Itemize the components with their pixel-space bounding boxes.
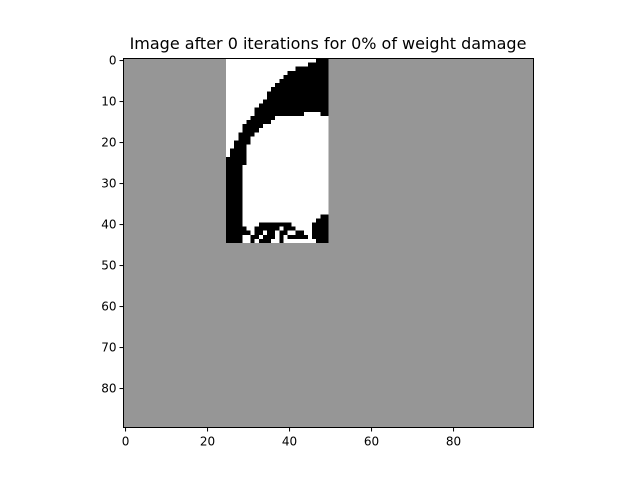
y-tick-label: 60: [101, 300, 116, 314]
visible-image-patch: [226, 59, 329, 244]
black-pixel-run: [267, 91, 329, 95]
black-pixel-run: [226, 210, 242, 214]
black-pixel-run: [226, 161, 247, 165]
black-pixel-run: [226, 214, 242, 218]
black-pixel-run: [267, 95, 329, 99]
black-pixel-run: [226, 202, 242, 206]
black-pixel-run: [316, 218, 328, 222]
black-pixel-run: [230, 153, 246, 157]
black-pixel-run: [288, 235, 309, 239]
black-pixel-run: [267, 231, 275, 235]
black-pixel-run: [242, 124, 263, 128]
black-pixel-run: [320, 112, 328, 116]
black-pixel-run: [251, 239, 255, 243]
black-pixel-run: [320, 214, 328, 218]
black-pixel-run: [308, 63, 329, 67]
black-pixel-run: [312, 223, 328, 227]
y-tick-label: 20: [101, 136, 116, 150]
y-tick-label: 0: [109, 54, 117, 68]
y-tick-label: 80: [101, 382, 116, 396]
black-pixel-run: [226, 157, 247, 161]
y-tick-label: 70: [101, 341, 116, 355]
black-pixel-run: [242, 128, 258, 132]
black-pixel-run: [238, 136, 250, 140]
black-pixel-run: [226, 218, 242, 222]
black-pixel-run: [316, 59, 328, 63]
black-pixel-run: [279, 79, 328, 83]
black-pixel-run: [259, 223, 292, 227]
black-pixel-run: [288, 71, 329, 75]
chart-title: Image after 0 iterations for 0% of weigh…: [130, 34, 527, 53]
black-pixel-run: [316, 239, 328, 243]
black-pixel-run: [259, 104, 329, 108]
y-tick-label: 50: [101, 259, 116, 273]
black-pixel-run: [247, 120, 272, 124]
plot-area: [124, 59, 534, 428]
black-pixel-run: [251, 235, 259, 239]
black-pixel-run: [312, 235, 328, 239]
black-pixel-run: [312, 231, 328, 235]
black-pixel-run: [255, 231, 263, 235]
black-pixel-run: [255, 108, 329, 112]
black-pixel-run: [238, 132, 254, 136]
black-pixel-run: [312, 227, 328, 231]
black-pixel-run: [226, 231, 251, 235]
black-pixel-run: [226, 206, 242, 210]
black-pixel-run: [226, 190, 242, 194]
black-pixel-run: [226, 198, 242, 202]
black-pixel-run: [279, 239, 283, 243]
black-pixel-run: [226, 227, 247, 231]
black-pixel-run: [279, 235, 283, 239]
black-pixel-run: [226, 173, 242, 177]
black-pixel-run: [263, 100, 329, 104]
black-pixel-run: [226, 169, 242, 173]
black-pixel-run: [226, 239, 242, 243]
x-tick-label: 20: [200, 435, 215, 449]
black-pixel-run: [296, 67, 329, 71]
x-tick-label: 80: [446, 435, 461, 449]
black-pixel-run: [255, 227, 280, 231]
black-pixel-run: [234, 145, 246, 149]
black-pixel-run: [279, 231, 287, 235]
black-pixel-run: [226, 223, 242, 227]
y-tick-label: 10: [101, 95, 116, 109]
black-pixel-run: [230, 149, 246, 153]
x-tick-label: 40: [282, 435, 297, 449]
x-tick-label: 0: [122, 435, 130, 449]
x-tick-label: 60: [364, 435, 379, 449]
black-pixel-run: [226, 235, 242, 239]
black-pixel-run: [296, 231, 304, 235]
black-pixel-run: [226, 165, 242, 169]
black-pixel-run: [226, 186, 242, 190]
black-pixel-run: [283, 75, 328, 79]
black-pixel-run: [251, 116, 276, 120]
black-pixel-run: [234, 141, 250, 145]
black-pixel-run: [283, 227, 295, 231]
black-pixel-run: [275, 83, 328, 87]
y-tick-label: 30: [101, 177, 116, 191]
y-tick-label: 40: [101, 218, 116, 232]
black-pixel-run: [263, 235, 275, 239]
black-pixel-run: [255, 112, 304, 116]
black-pixel-run: [259, 239, 271, 243]
black-pixel-run: [226, 194, 242, 198]
black-pixel-run: [226, 182, 242, 186]
black-pixel-run: [226, 177, 242, 181]
black-pixel-run: [271, 87, 328, 91]
